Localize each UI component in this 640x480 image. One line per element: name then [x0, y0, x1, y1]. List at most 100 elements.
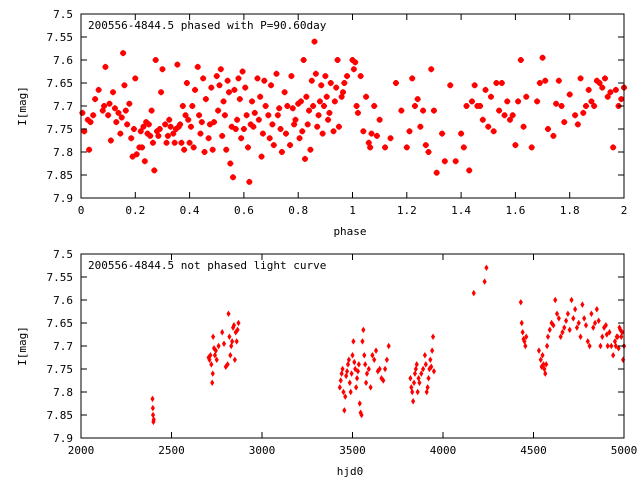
- phased-data-point: [143, 119, 150, 126]
- phased-data-point: [417, 123, 424, 130]
- phased-data-point: [308, 77, 315, 84]
- phased-data-point: [428, 66, 435, 73]
- unphased-data-point: [417, 379, 422, 387]
- phased-data-point: [604, 93, 611, 100]
- unphased-data-point: [341, 388, 346, 396]
- unphased-y-tick-label: 7.7: [53, 340, 73, 353]
- phased-data-point: [318, 82, 325, 89]
- unphased-data-point: [361, 326, 366, 334]
- phased-data-point: [580, 109, 587, 116]
- phased-x-tick-label: 1.4: [451, 204, 471, 217]
- phased-y-tick-label: 7.5: [53, 8, 73, 21]
- unphased-data-point: [225, 361, 230, 368]
- unphased-chart-axes: [80, 253, 625, 439]
- unphased-data-point: [377, 365, 382, 373]
- unphased-data-point: [150, 404, 155, 412]
- unphased-data-point: [591, 324, 596, 331]
- phased-data-point: [167, 123, 174, 130]
- phased-y-tick-label: 7.85: [47, 169, 74, 182]
- unphased-data-point: [348, 388, 353, 396]
- phased-data-point: [596, 80, 603, 86]
- unphased-data-point: [346, 356, 351, 364]
- phased-data-point: [117, 130, 124, 137]
- phased-data-point: [441, 158, 448, 165]
- unphased-data-point: [556, 315, 561, 322]
- phased-data-point: [141, 158, 148, 165]
- phased-data-point: [192, 86, 199, 93]
- phased-data-point: [498, 80, 505, 86]
- unphased-data-point: [366, 365, 371, 373]
- unphased-data-point: [543, 370, 548, 377]
- unphased-data-point: [558, 333, 563, 341]
- unphased-data-point: [364, 379, 369, 387]
- phased-data-point: [330, 128, 337, 135]
- unphased-data-point: [596, 317, 601, 324]
- unphased-data-point: [208, 351, 213, 359]
- phased-data-point: [612, 86, 619, 93]
- phased-data-point: [225, 89, 232, 96]
- unphased-data-point: [429, 363, 434, 370]
- phased-data-point: [217, 66, 224, 73]
- unphased-data-point: [350, 351, 355, 359]
- unphased-data-point: [605, 342, 610, 350]
- unphased-data-point: [220, 328, 225, 336]
- phased-data-point: [86, 146, 93, 153]
- unphased-data-point: [421, 365, 426, 373]
- phased-data-point: [178, 139, 185, 146]
- unphased-y-tick-labels: 7.5 7.55 7.6 7.65 7.7 7.75 7.8 7.85 7.9: [47, 248, 74, 445]
- unphased-data-point: [567, 326, 572, 334]
- phased-data-point: [189, 103, 196, 109]
- phased-data-point: [158, 89, 165, 96]
- unphased-data-point: [576, 319, 581, 327]
- unphased-data-point: [560, 328, 565, 336]
- phased-data-point: [102, 63, 109, 70]
- phased-y-tick-label: 7.75: [47, 123, 74, 136]
- phased-data-point: [398, 107, 405, 114]
- unphased-data-point: [368, 384, 373, 391]
- unphased-data-point: [554, 310, 560, 318]
- phased-data-point: [268, 82, 275, 89]
- unphased-data-point: [484, 264, 489, 272]
- phased-y-tick-label: 7.55: [47, 31, 74, 44]
- phased-data-point: [599, 84, 606, 91]
- unphased-data-point: [574, 324, 580, 331]
- phased-data-point: [354, 109, 361, 116]
- unphased-y-tick-label: 7.55: [47, 271, 74, 284]
- phased-data-point: [266, 135, 273, 142]
- unphased-data-point: [524, 333, 529, 341]
- phased-data-point: [194, 63, 201, 70]
- phased-data-point: [304, 121, 311, 128]
- phased-data-point: [273, 70, 280, 77]
- phased-x-tick-label: 0.8: [288, 204, 308, 217]
- phased-data-point: [209, 146, 216, 153]
- phased-data-point: [368, 130, 375, 137]
- phased-data-point: [177, 121, 184, 128]
- phased-data-point: [149, 139, 156, 146]
- unphased-data-point: [422, 351, 427, 359]
- phased-data-point: [224, 77, 231, 84]
- phased-data-point: [133, 151, 140, 158]
- phased-data-point: [276, 105, 283, 112]
- unphased-data-point: [611, 351, 616, 359]
- unphased-data-point: [384, 356, 389, 364]
- unphased-data-point: [545, 333, 551, 341]
- phased-data-point: [132, 75, 139, 82]
- unphased-data-point: [352, 358, 357, 366]
- unphased-data-point: [360, 338, 365, 345]
- phased-data-point: [164, 132, 171, 139]
- phased-data-point: [539, 54, 546, 61]
- unphased-data-point: [213, 347, 218, 354]
- phased-data-point: [477, 103, 484, 109]
- phased-data-point: [197, 130, 204, 137]
- phased-data-point: [107, 137, 114, 144]
- phased-data-point: [320, 103, 327, 109]
- unphased-y-tick-label: 7.75: [47, 363, 74, 376]
- unphased-data-point: [571, 315, 576, 322]
- unphased-data-point: [471, 289, 476, 297]
- phased-data-point: [544, 126, 551, 132]
- unphased-data-point: [349, 370, 354, 377]
- phased-data-point: [561, 119, 568, 126]
- phased-data-point: [607, 89, 614, 96]
- unphased-data-point: [216, 342, 221, 350]
- unphased-data-point: [232, 356, 237, 364]
